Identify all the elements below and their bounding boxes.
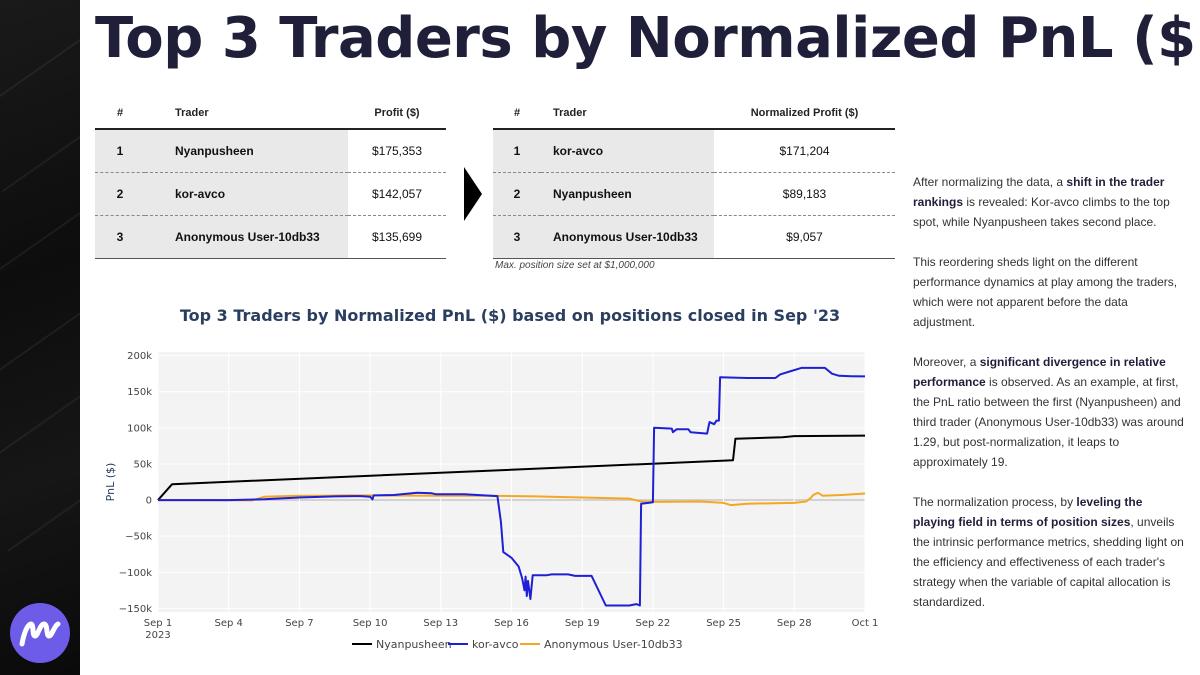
- commentary-paragraph: The normalization process, by leveling t…: [913, 492, 1185, 612]
- series-line-nyanpusheen: [157, 434, 866, 501]
- header-profit: Profit ($): [348, 97, 446, 130]
- table-row: 1 kor-avco $171,204: [493, 129, 895, 173]
- right-arrow-icon: [464, 167, 482, 221]
- footnote: Max. position size set at $1,000,000: [495, 260, 655, 271]
- normalized-profit-cell: $9,057: [714, 215, 895, 259]
- trader-cell: Nyanpusheen: [541, 172, 714, 216]
- rank-cell: 2: [95, 172, 145, 216]
- trader-cell: kor-avco: [145, 172, 348, 216]
- x-tick-label: Sep 22: [636, 618, 671, 629]
- y-tick-label: 150k: [127, 387, 152, 398]
- x-axis: Sep 1 Sep 4 Sep 7 Sep 10 Sep 13 Sep 16 Sep 19 S…: [144, 618, 879, 641]
- normalized-profit-cell: $89,183: [714, 172, 895, 216]
- trader-cell: kor-avco: [541, 129, 714, 173]
- x-tick-label: Sep 13: [423, 618, 458, 629]
- header-rank: #: [493, 97, 541, 130]
- text-emphasis: leveling the playing field in terms of p…: [913, 495, 1143, 529]
- text-emphasis: significant divergence in relative perfo…: [913, 355, 1166, 389]
- x-tick-label: Sep 25: [706, 618, 741, 629]
- rank-cell: 3: [493, 215, 541, 259]
- header-trader: Trader: [541, 97, 714, 130]
- x-tick-label: Sep 19: [565, 618, 600, 629]
- table-normalized-profit: # Trader Normalized Profit ($) 1 kor-avc…: [493, 97, 895, 259]
- table-row: 3 Anonymous User-10db33 $135,699: [95, 215, 446, 259]
- x-tick-label: Sep 4: [215, 618, 243, 629]
- table-row: 3 Anonymous User-10db33 $9,057: [493, 215, 895, 259]
- text-run: , unveils the intrinsic performance metr…: [913, 515, 1184, 609]
- table-original-profit: # Trader Profit ($) 1 Nyanpusheen $175,3…: [95, 97, 446, 259]
- text-run: is revealed: Kor-avco climbs to the top …: [913, 195, 1170, 229]
- y-tick-label: 0: [146, 496, 152, 507]
- x-tick-label: Sep 28: [777, 618, 812, 629]
- rank-cell: 2: [493, 172, 541, 216]
- normalized-profit-cell: $171,204: [714, 129, 895, 173]
- profit-cell: $175,353: [348, 129, 446, 173]
- text-emphasis: shift in the trader rankings: [913, 175, 1165, 209]
- pnl-line-chart: Top 3 Traders by Normalized PnL ($) base…: [90, 295, 890, 665]
- commentary: After normalizing the data, a shift in t…: [913, 172, 1185, 632]
- trader-cell: Anonymous User-10db33: [145, 215, 348, 259]
- legend-label[interactable]: Anonymous User-10db33: [544, 638, 683, 651]
- series-line-kor-avco: [158, 366, 866, 607]
- y-tick-label: 50k: [133, 459, 152, 470]
- y-axis: −150k −100k −50k 0 50k 100k 150k 200k: [119, 351, 152, 615]
- header-trader: Trader: [145, 97, 348, 130]
- table-row: 1 Nyanpusheen $175,353: [95, 129, 446, 173]
- y-tick-label: −50k: [125, 532, 152, 543]
- series-lines: [157, 366, 866, 607]
- legend: Nyanpusheen kor-avco Anonymous User-10db33: [352, 638, 683, 651]
- rank-cell: 1: [95, 129, 145, 173]
- x-tick-label: Sep 7: [285, 618, 313, 629]
- commentary-paragraph: This reordering sheds light on the diffe…: [913, 255, 1178, 329]
- text-run: After normalizing the data, a: [913, 175, 1067, 189]
- x-tick-label: Sep 16: [494, 618, 529, 629]
- profit-cell: $142,057: [348, 172, 446, 216]
- rank-cell: 3: [95, 215, 145, 259]
- y-axis-label: PnL ($): [104, 463, 117, 502]
- text-run: Moreover, a: [913, 355, 980, 369]
- text-run: is observed. As an example, at first, th…: [913, 375, 1184, 469]
- y-tick-label: −150k: [119, 604, 152, 615]
- profit-cell: $135,699: [348, 215, 446, 259]
- text-run: The normalization process, by: [913, 495, 1077, 509]
- series-line-anonymous-user-10db33: [158, 491, 866, 507]
- m-logo-icon[interactable]: [10, 603, 70, 663]
- page-title: Top 3 Traders by Normalized PnL ($): [95, 6, 1200, 71]
- table-row: 2 Nyanpusheen $89,183: [493, 172, 895, 216]
- chart-svg: Top 3 Traders by Normalized PnL ($) base…: [104, 306, 879, 651]
- legend-label[interactable]: Nyanpusheen: [376, 638, 452, 651]
- commentary-paragraph: After normalizing the data, a shift in t…: [913, 172, 1185, 232]
- y-tick-label: 200k: [127, 351, 152, 362]
- legend-label[interactable]: kor-avco: [472, 638, 519, 651]
- x-tick-year-label: 2023: [145, 630, 170, 641]
- y-tick-label: 100k: [127, 423, 152, 434]
- chart-title: Top 3 Traders by Normalized PnL ($) base…: [180, 306, 840, 325]
- x-tick-label: Sep 10: [353, 618, 388, 629]
- x-tick-label: Oct 1: [852, 618, 879, 629]
- x-tick-label: Sep 1: [144, 618, 172, 629]
- y-tick-label: −100k: [119, 568, 152, 579]
- trader-cell: Nyanpusheen: [145, 129, 348, 173]
- left-decor-strip: [0, 0, 80, 675]
- header-rank: #: [95, 97, 145, 130]
- table-row: 2 kor-avco $142,057: [95, 172, 446, 216]
- trader-cell: Anonymous User-10db33: [541, 215, 714, 259]
- rank-cell: 1: [493, 129, 541, 173]
- header-normalized-profit: Normalized Profit ($): [714, 97, 895, 130]
- commentary-paragraph: Moreover, a significant divergence in re…: [913, 352, 1185, 472]
